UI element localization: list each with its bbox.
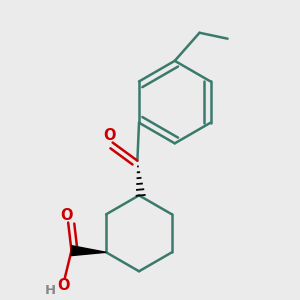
Text: O: O <box>57 278 70 293</box>
Text: H: H <box>44 284 56 297</box>
Text: O: O <box>104 128 116 143</box>
Text: O: O <box>60 208 73 223</box>
Polygon shape <box>71 246 106 256</box>
